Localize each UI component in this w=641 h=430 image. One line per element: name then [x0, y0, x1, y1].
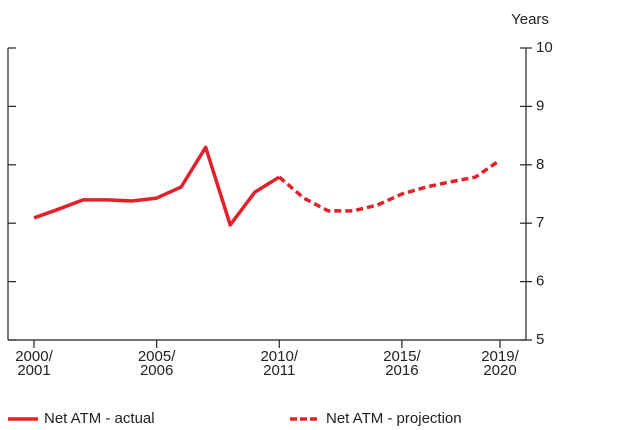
x-tick-label: 2000/ 2001	[15, 348, 53, 379]
line-series	[33, 145, 281, 227]
y-tick-label: 10	[536, 39, 553, 56]
line-series	[278, 158, 501, 213]
y-tick-label: 6	[536, 273, 544, 290]
y-tick-label: 7	[536, 214, 544, 231]
x-tick-label: 2005/ 2006	[137, 348, 176, 379]
legend-label: Net ATM - actual	[44, 410, 155, 427]
x-tick-label: 2010/ 2011	[260, 348, 299, 379]
x-tick-label: 2019/ 2020	[481, 348, 519, 379]
y-axis-label: Years	[511, 11, 549, 28]
x-tick-label: 2015/ 2016	[383, 348, 421, 379]
y-tick-label: 9	[536, 97, 544, 114]
legend-label: Net ATM - projection	[326, 410, 462, 427]
y-tick-label: 8	[536, 156, 544, 173]
y-tick-label: 5	[536, 331, 544, 348]
